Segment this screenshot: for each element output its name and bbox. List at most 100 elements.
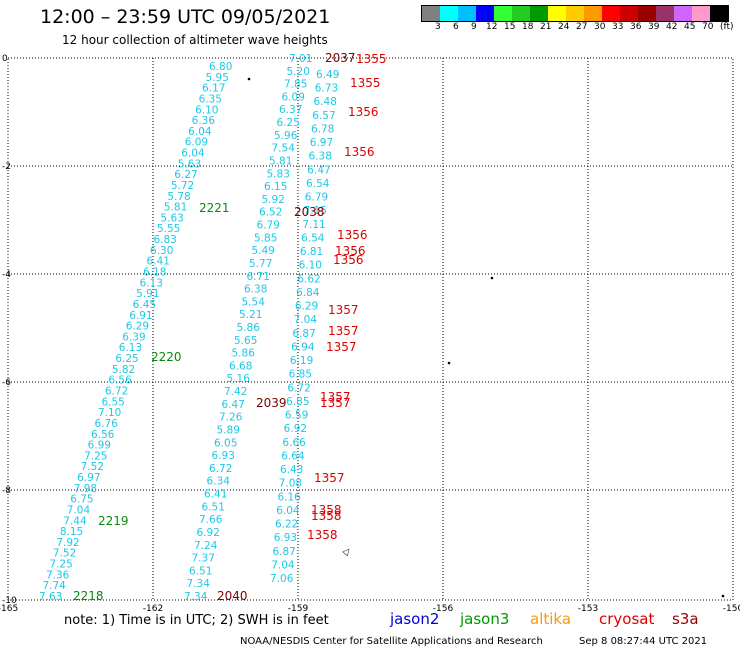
y-tick-label: -2: [2, 162, 11, 172]
swh-value-track3: 6.87: [292, 328, 315, 340]
y-tick-label: -6: [2, 378, 11, 388]
swh-value-track2: 6.92: [197, 527, 220, 539]
swh-value-track2: 6.52: [259, 207, 282, 219]
swh-value-track3: 7.15: [304, 205, 327, 217]
swh-value-track1: 7.52: [81, 461, 104, 473]
swh-value-track1: 6.45: [133, 299, 156, 311]
legend-label: 24: [558, 22, 570, 32]
pass-time-label-track3: 1356: [333, 253, 364, 267]
map-frame: [7, 57, 734, 601]
swh-value-track2: 5.86: [232, 348, 256, 360]
swh-value-track2: 6.09: [282, 91, 305, 103]
swh-value-track3: 6.85: [286, 396, 309, 408]
pass-time-label-track3: 1357: [314, 471, 345, 485]
swh-value-track2: 5.96: [274, 130, 298, 142]
swh-value-track1: 6.36: [192, 115, 216, 127]
swh-value-track1: 5.91: [136, 288, 159, 300]
swh-value-track1: 7.25: [49, 559, 72, 571]
swh-value-track1: 7.04: [67, 504, 91, 516]
swh-value-track1: 6.41: [147, 256, 170, 268]
swh-value-track2: 7.54: [272, 143, 296, 155]
swh-value-track2: 5.77: [249, 258, 272, 270]
swh-value-track1: 7.92: [56, 537, 79, 549]
swh-value-track1: 6.39: [122, 331, 145, 343]
swh-value-track1: 6.56: [91, 429, 115, 441]
swh-value-track1: 6.10: [195, 104, 218, 116]
swh-value-track1: 6.83: [153, 234, 176, 246]
legend-label: 18: [522, 22, 534, 32]
legend-swatch: [440, 6, 458, 21]
swh-value-track3: 6.72: [287, 382, 310, 394]
legend-label: 6: [453, 22, 459, 32]
swh-value-track1: 6.04: [188, 126, 212, 138]
swh-value-track1: 6.75: [70, 494, 93, 506]
swh-value-track2: 6.68: [229, 360, 252, 372]
swh-value-track2: 7.66: [199, 514, 223, 526]
swh-value-track3: 6.29: [295, 301, 318, 313]
x-tick-label: -159: [288, 604, 309, 614]
swh-value-track3: 6.54: [301, 232, 325, 244]
map-subtitle: 12 hour collection of altimeter wave hei…: [62, 33, 328, 47]
swh-value-track3: 6.19: [290, 355, 313, 367]
swh-value-track2: 7.26: [219, 412, 243, 424]
pass-time-label-track3: 1358: [311, 509, 342, 523]
pass-time-label-track3: 1357: [328, 303, 359, 317]
swh-value-track2: 7.34: [184, 591, 208, 603]
pass-time-label-track2: 2038: [294, 205, 325, 219]
legend-label: 36: [630, 22, 642, 32]
pass-time-label-track3: 1355: [356, 52, 387, 66]
pass-time-label-track3: 1356: [335, 244, 366, 258]
legend-swatch: [584, 6, 602, 21]
legend-swatch: [638, 6, 656, 21]
color-scale-bar: [421, 5, 729, 22]
swh-value-track2: 6.47: [222, 399, 245, 411]
swh-value-track2: 5.81: [269, 155, 292, 167]
swh-value-track3: 6.87: [272, 546, 295, 558]
legend-swatch: [566, 6, 584, 21]
swh-value-track1: 6.30: [150, 245, 173, 257]
swh-value-track2: 5.16: [227, 373, 251, 385]
swh-value-track1: 6.76: [95, 418, 119, 430]
pass-time-label-track3: 1356: [337, 228, 368, 242]
legend-label: 70: [702, 22, 714, 32]
legend-cryosat: cryosat: [599, 610, 655, 628]
swh-value-track1: 5.78: [167, 191, 190, 203]
swh-value-track1: 5.72: [171, 180, 194, 192]
legend-swatch: [476, 6, 494, 21]
swh-value-track3: 6.93: [274, 532, 297, 544]
legend-jason2: jason2: [390, 610, 440, 628]
pass-time-label-track3: 1356: [348, 105, 379, 119]
pass-time-label-track1: 2221: [199, 201, 230, 215]
swh-value-track3: 6.59: [285, 410, 308, 422]
swh-value-track3: 6.49: [316, 69, 339, 81]
legend-swatch: [548, 6, 566, 21]
swh-value-track1: 7.36: [46, 569, 70, 581]
swh-value-track1: 5.95: [206, 72, 229, 84]
swh-value-track2: 7.24: [194, 540, 218, 552]
swh-value-track3: 6.16: [277, 491, 301, 503]
swh-value-track3: 7.06: [270, 573, 294, 585]
legend-swatch: [458, 6, 476, 21]
swh-value-track1: 7.74: [42, 580, 66, 592]
swh-value-track3: 6.64: [281, 450, 305, 462]
pass-time-label-track1: 2218: [73, 589, 104, 603]
swh-value-track1: 5.63: [160, 212, 183, 224]
pass-time-label-track2: 2039: [256, 396, 287, 410]
swh-value-track3: 7.04: [294, 314, 318, 326]
pass-time-label-track3: 1356: [344, 145, 375, 159]
swh-value-track3: 6.57: [312, 110, 335, 122]
swh-value-track1: 7.10: [98, 407, 121, 419]
legend-swatch: [512, 6, 530, 21]
legend-label: 45: [684, 22, 696, 32]
swh-value-track3: 6.84: [296, 287, 320, 299]
swh-value-track3: 6.54: [306, 178, 330, 190]
swh-value-track3: 6.22: [275, 519, 298, 531]
swh-value-track2: 5.89: [217, 424, 240, 436]
swh-value-track1: 6.17: [202, 83, 225, 95]
swh-value-track2: 6.72: [209, 463, 232, 475]
swh-value-track2: 6.25: [277, 117, 300, 129]
legend-swatch: [656, 6, 674, 21]
swh-value-track1: 6.29: [126, 321, 149, 333]
swh-value-track3: 6.94: [291, 341, 315, 353]
